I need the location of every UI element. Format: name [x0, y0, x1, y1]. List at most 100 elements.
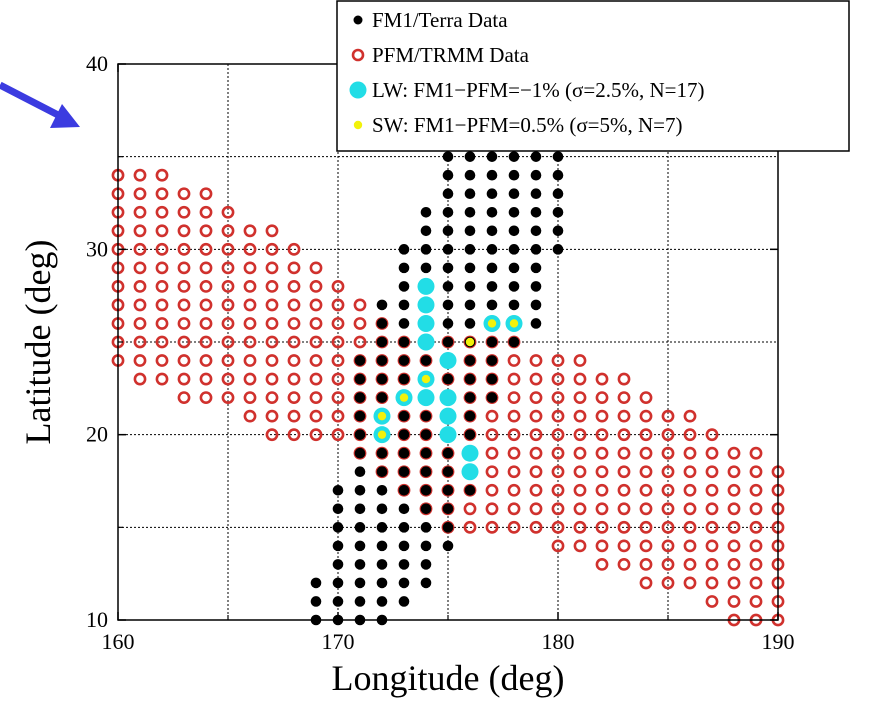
- trmm-point: [221, 298, 235, 312]
- x-tick-label: 160: [102, 629, 135, 654]
- terra-point: [486, 299, 498, 311]
- terra-point: [332, 484, 344, 496]
- terra-point: [442, 225, 454, 237]
- lw-point: [417, 296, 435, 314]
- trmm-point: [177, 261, 191, 275]
- terra-point: [442, 151, 454, 162]
- trmm-point: [639, 502, 653, 516]
- y-axis-title: Latitude (deg): [18, 240, 58, 445]
- trmm-point: [133, 372, 147, 386]
- lw-point: [439, 389, 457, 407]
- trmm-point: [331, 279, 345, 293]
- trmm-point: [243, 261, 257, 275]
- trmm-point: [661, 428, 675, 442]
- terra-point: [420, 355, 432, 366]
- trmm-point: [485, 502, 499, 516]
- pointer-arrow-head: [50, 104, 80, 128]
- trmm-point: [309, 261, 323, 275]
- trmm-point: [661, 558, 675, 571]
- trmm-point: [309, 409, 323, 423]
- terra-point: [354, 540, 366, 552]
- terra-point: [354, 522, 366, 533]
- terra-point: [398, 299, 410, 311]
- trmm-point: [507, 428, 521, 442]
- trmm-point: [287, 335, 301, 349]
- terra-point: [464, 299, 476, 311]
- x-tick-label: 180: [542, 629, 575, 654]
- terra-point: [398, 596, 410, 607]
- trmm-point: [727, 539, 741, 553]
- terra-point: [508, 262, 520, 274]
- trmm-point: [661, 409, 675, 423]
- trmm-point: [595, 391, 609, 404]
- terra-point: [354, 466, 366, 478]
- trmm-point: [551, 409, 565, 423]
- lw-point: [417, 333, 435, 351]
- trmm-point: [485, 465, 499, 479]
- legend-terra-marker: [353, 15, 363, 25]
- trmm-point: [199, 279, 213, 293]
- terra-point: [530, 281, 542, 292]
- trmm-point: [265, 372, 279, 386]
- pointer-arrow-shaft: [0, 81, 62, 120]
- trmm-point: [529, 520, 543, 534]
- trmm-point: [243, 335, 257, 349]
- trmm-point: [705, 595, 719, 608]
- terra-point: [354, 447, 366, 459]
- trmm-point: [133, 317, 147, 330]
- trmm-point: [529, 502, 543, 516]
- trmm-point: [309, 335, 323, 349]
- trmm-point: [199, 372, 213, 386]
- trmm-point: [573, 520, 587, 534]
- terra-point: [354, 355, 366, 366]
- trmm-point: [221, 354, 235, 367]
- trmm-point: [155, 205, 169, 219]
- terra-point: [420, 410, 432, 422]
- legend-label: FM1/Terra Data: [372, 8, 508, 32]
- trmm-point: [177, 317, 191, 330]
- terra-point: [486, 244, 498, 255]
- terra-point: [398, 466, 410, 478]
- terra-point: [332, 522, 344, 533]
- trmm-point: [177, 279, 191, 293]
- terra-point: [376, 540, 388, 552]
- trmm-point: [199, 354, 213, 367]
- trmm-point: [573, 465, 587, 479]
- terra-point: [420, 244, 432, 255]
- terra-point: [486, 188, 498, 200]
- terra-point: [398, 429, 410, 440]
- trmm-point: [243, 242, 257, 256]
- terra-point: [442, 336, 454, 348]
- trmm-point: [133, 261, 147, 275]
- terra-point: [398, 577, 410, 589]
- trmm-point: [595, 539, 609, 553]
- terra-point: [420, 429, 432, 440]
- trmm-point: [287, 428, 301, 442]
- trmm-point: [529, 391, 543, 404]
- trmm-point: [639, 483, 653, 497]
- terra-point: [442, 484, 454, 496]
- trmm-point: [639, 576, 653, 590]
- trmm-point: [199, 335, 213, 349]
- terra-point: [530, 188, 542, 200]
- terra-point: [530, 151, 542, 162]
- trmm-point: [331, 335, 345, 349]
- sw-point: [399, 393, 409, 402]
- terra-point: [530, 225, 542, 237]
- trmm-point: [529, 372, 543, 386]
- trmm-point: [155, 317, 169, 330]
- trmm-point: [287, 317, 301, 330]
- terra-point: [376, 559, 388, 570]
- legend-label: LW: FM1−PFM=−1% (σ=2.5%, N=17): [372, 78, 704, 102]
- terra-point: [464, 373, 476, 385]
- trmm-point: [221, 242, 235, 256]
- trmm-point: [573, 428, 587, 442]
- trmm-point: [331, 428, 345, 442]
- trmm-point: [749, 465, 763, 479]
- terra-point: [442, 466, 454, 478]
- axis-ticks: 160 170 180 190 10 20 30 40: [86, 51, 795, 654]
- terra-point: [530, 169, 542, 181]
- terra-point: [464, 429, 476, 440]
- trmm-point: [749, 595, 763, 608]
